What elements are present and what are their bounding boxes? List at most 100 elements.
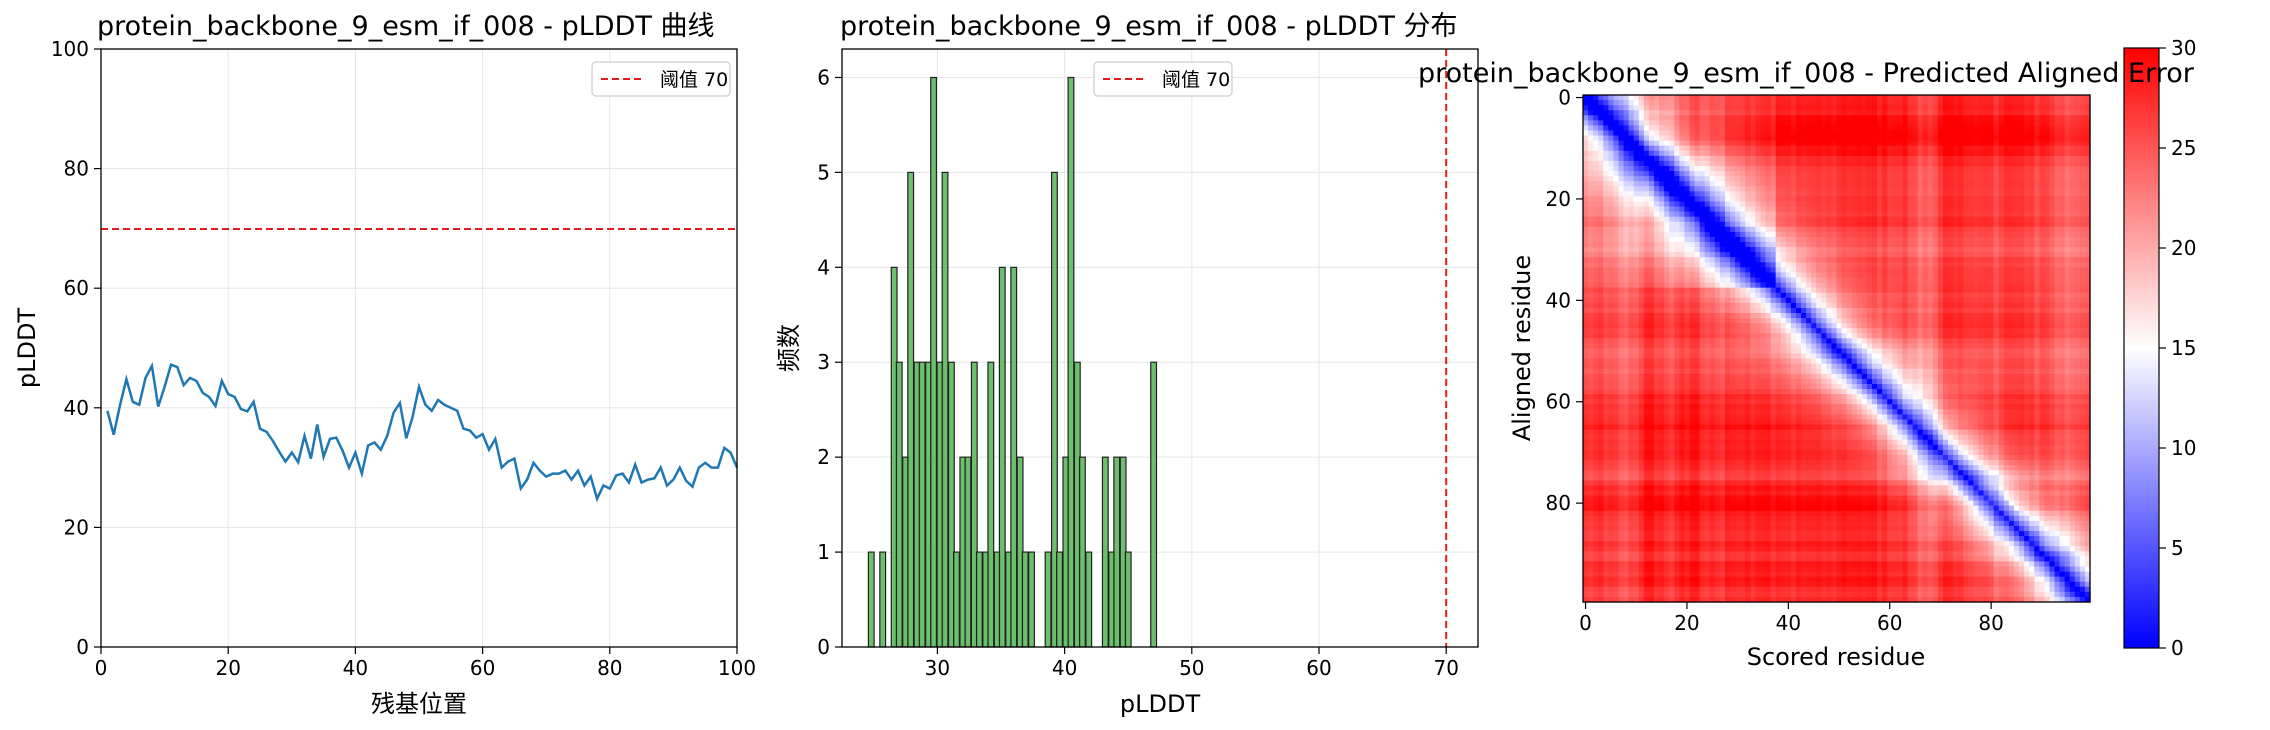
heatmap-cell <box>1927 140 1934 147</box>
heatmap-cell <box>2054 155 2061 162</box>
heatmap-cell <box>1861 226 1868 233</box>
heatmap-cell <box>1664 231 1670 238</box>
heatmap-cell <box>1730 171 1736 177</box>
heatmap-cell <box>1887 231 1893 238</box>
heatmap-cell <box>2044 110 2051 116</box>
heatmap-cell <box>1877 226 1883 233</box>
heatmap-cell <box>2024 196 2030 203</box>
heatmap-cell <box>2064 262 2071 268</box>
heatmap-cell <box>1653 196 1660 203</box>
heatmap-cell <box>1937 196 1944 203</box>
heatmap-cell <box>1963 95 1969 101</box>
heatmap-cell <box>2019 297 2025 304</box>
heatmap-cell <box>1846 262 1853 268</box>
heatmap-cell <box>1958 226 1964 233</box>
heatmap-cell <box>2029 135 2035 142</box>
heatmap-cell <box>1978 201 1985 208</box>
heatmap-cell <box>1897 191 1904 197</box>
heatmap-cell <box>1770 221 1777 228</box>
heatmap-cell <box>1993 196 2000 203</box>
heatmap-cell <box>1613 292 1620 299</box>
heatmap-cell <box>1963 272 1969 279</box>
heatmap-cell <box>2049 307 2056 314</box>
heatmap-cell <box>1613 171 1620 177</box>
heatmap-cell <box>1724 165 1731 172</box>
heatmap-cell <box>1942 252 1949 258</box>
heatmap-cell <box>2044 247 2051 253</box>
heatmap-cell <box>1719 287 1726 294</box>
heatmap-cell <box>1983 191 1990 197</box>
heatmap-cell <box>1785 135 1792 142</box>
heatmap-cell <box>1765 287 1772 294</box>
heatmap-cell <box>1648 226 1655 233</box>
heatmap-cell <box>2013 236 2020 243</box>
heatmap-cell <box>1588 287 1594 294</box>
heatmap-cell <box>1770 226 1777 233</box>
heatmap-cell <box>1882 313 1888 319</box>
heatmap-cell <box>1740 333 1746 339</box>
heatmap-cell <box>1932 318 1939 324</box>
heatmap-cell <box>2079 282 2086 289</box>
heatmap-cell <box>1902 165 1909 172</box>
heatmap-cell <box>1719 181 1726 187</box>
heatmap-cell <box>1653 176 1660 182</box>
heatmap-cell <box>2079 110 2086 116</box>
heatmap-cell <box>1953 282 1959 289</box>
heatmap-cell <box>2024 318 2030 324</box>
heatmap-cell <box>1724 140 1731 147</box>
heatmap-cell <box>1608 338 1615 345</box>
heatmap-cell <box>1603 226 1609 233</box>
heatmap-cell <box>1806 165 1812 172</box>
heatmap-cell <box>2084 110 2091 116</box>
heatmap-cell <box>1704 110 1711 116</box>
heatmap-cell <box>1851 160 1858 167</box>
heatmap-cell <box>1648 95 1655 101</box>
heatmap-cell <box>1821 206 1827 213</box>
heatmap-cell <box>1603 211 1609 218</box>
heatmap-cell <box>1709 196 1716 203</box>
heatmap-cell <box>1821 100 1827 106</box>
heatmap-cell <box>1583 115 1589 121</box>
heatmap-cell <box>1871 221 1878 228</box>
heatmap-cell <box>1628 171 1635 177</box>
heatmap-cell <box>1740 160 1746 167</box>
heatmap-cell <box>1664 100 1670 106</box>
heatmap-cell <box>2079 125 2086 132</box>
heatmap-cell <box>1608 211 1615 218</box>
heatmap-cell <box>2054 160 2061 167</box>
heatmap-cell <box>1801 338 1807 345</box>
heatmap-cell <box>1988 307 1995 314</box>
heatmap-cell <box>1978 176 1985 182</box>
heatmap-cell <box>1917 140 1924 147</box>
heatmap-cell <box>1851 100 1858 106</box>
heatmap-cell <box>1628 216 1635 223</box>
heatmap-cell <box>1593 267 1599 274</box>
heatmap-cell <box>1730 318 1736 324</box>
heatmap-cell <box>1826 226 1833 233</box>
heatmap-cell <box>2013 287 2020 294</box>
heatmap-cell <box>1831 328 1838 334</box>
heatmap-cell <box>1922 302 1929 309</box>
heatmap-cell <box>1684 297 1691 304</box>
heatmap-cell <box>1633 226 1640 233</box>
heatmap-cell <box>1821 292 1827 299</box>
heatmap-cell <box>1917 206 1924 213</box>
heatmap-cell <box>1603 287 1609 294</box>
heatmap-cell <box>1932 292 1939 299</box>
heatmap-cell <box>1648 150 1655 157</box>
heatmap-cell <box>1724 150 1731 157</box>
heatmap-cell <box>1882 105 1888 111</box>
heatmap-cell <box>1674 267 1680 274</box>
heatmap-cell <box>1790 155 1797 162</box>
heatmap-cell <box>1704 323 1711 329</box>
heatmap-cell <box>1897 206 1904 213</box>
heatmap-cell <box>1861 165 1868 172</box>
heatmap-cell <box>2059 287 2066 294</box>
heatmap-cell <box>1892 313 1898 319</box>
heatmap-cell <box>1608 333 1615 339</box>
heatmap-cell <box>1608 323 1615 329</box>
heatmap-cell <box>1790 307 1797 314</box>
heatmap-cell <box>1633 145 1640 152</box>
heatmap-cell <box>1902 216 1909 223</box>
heatmap-cell <box>2029 155 2035 162</box>
